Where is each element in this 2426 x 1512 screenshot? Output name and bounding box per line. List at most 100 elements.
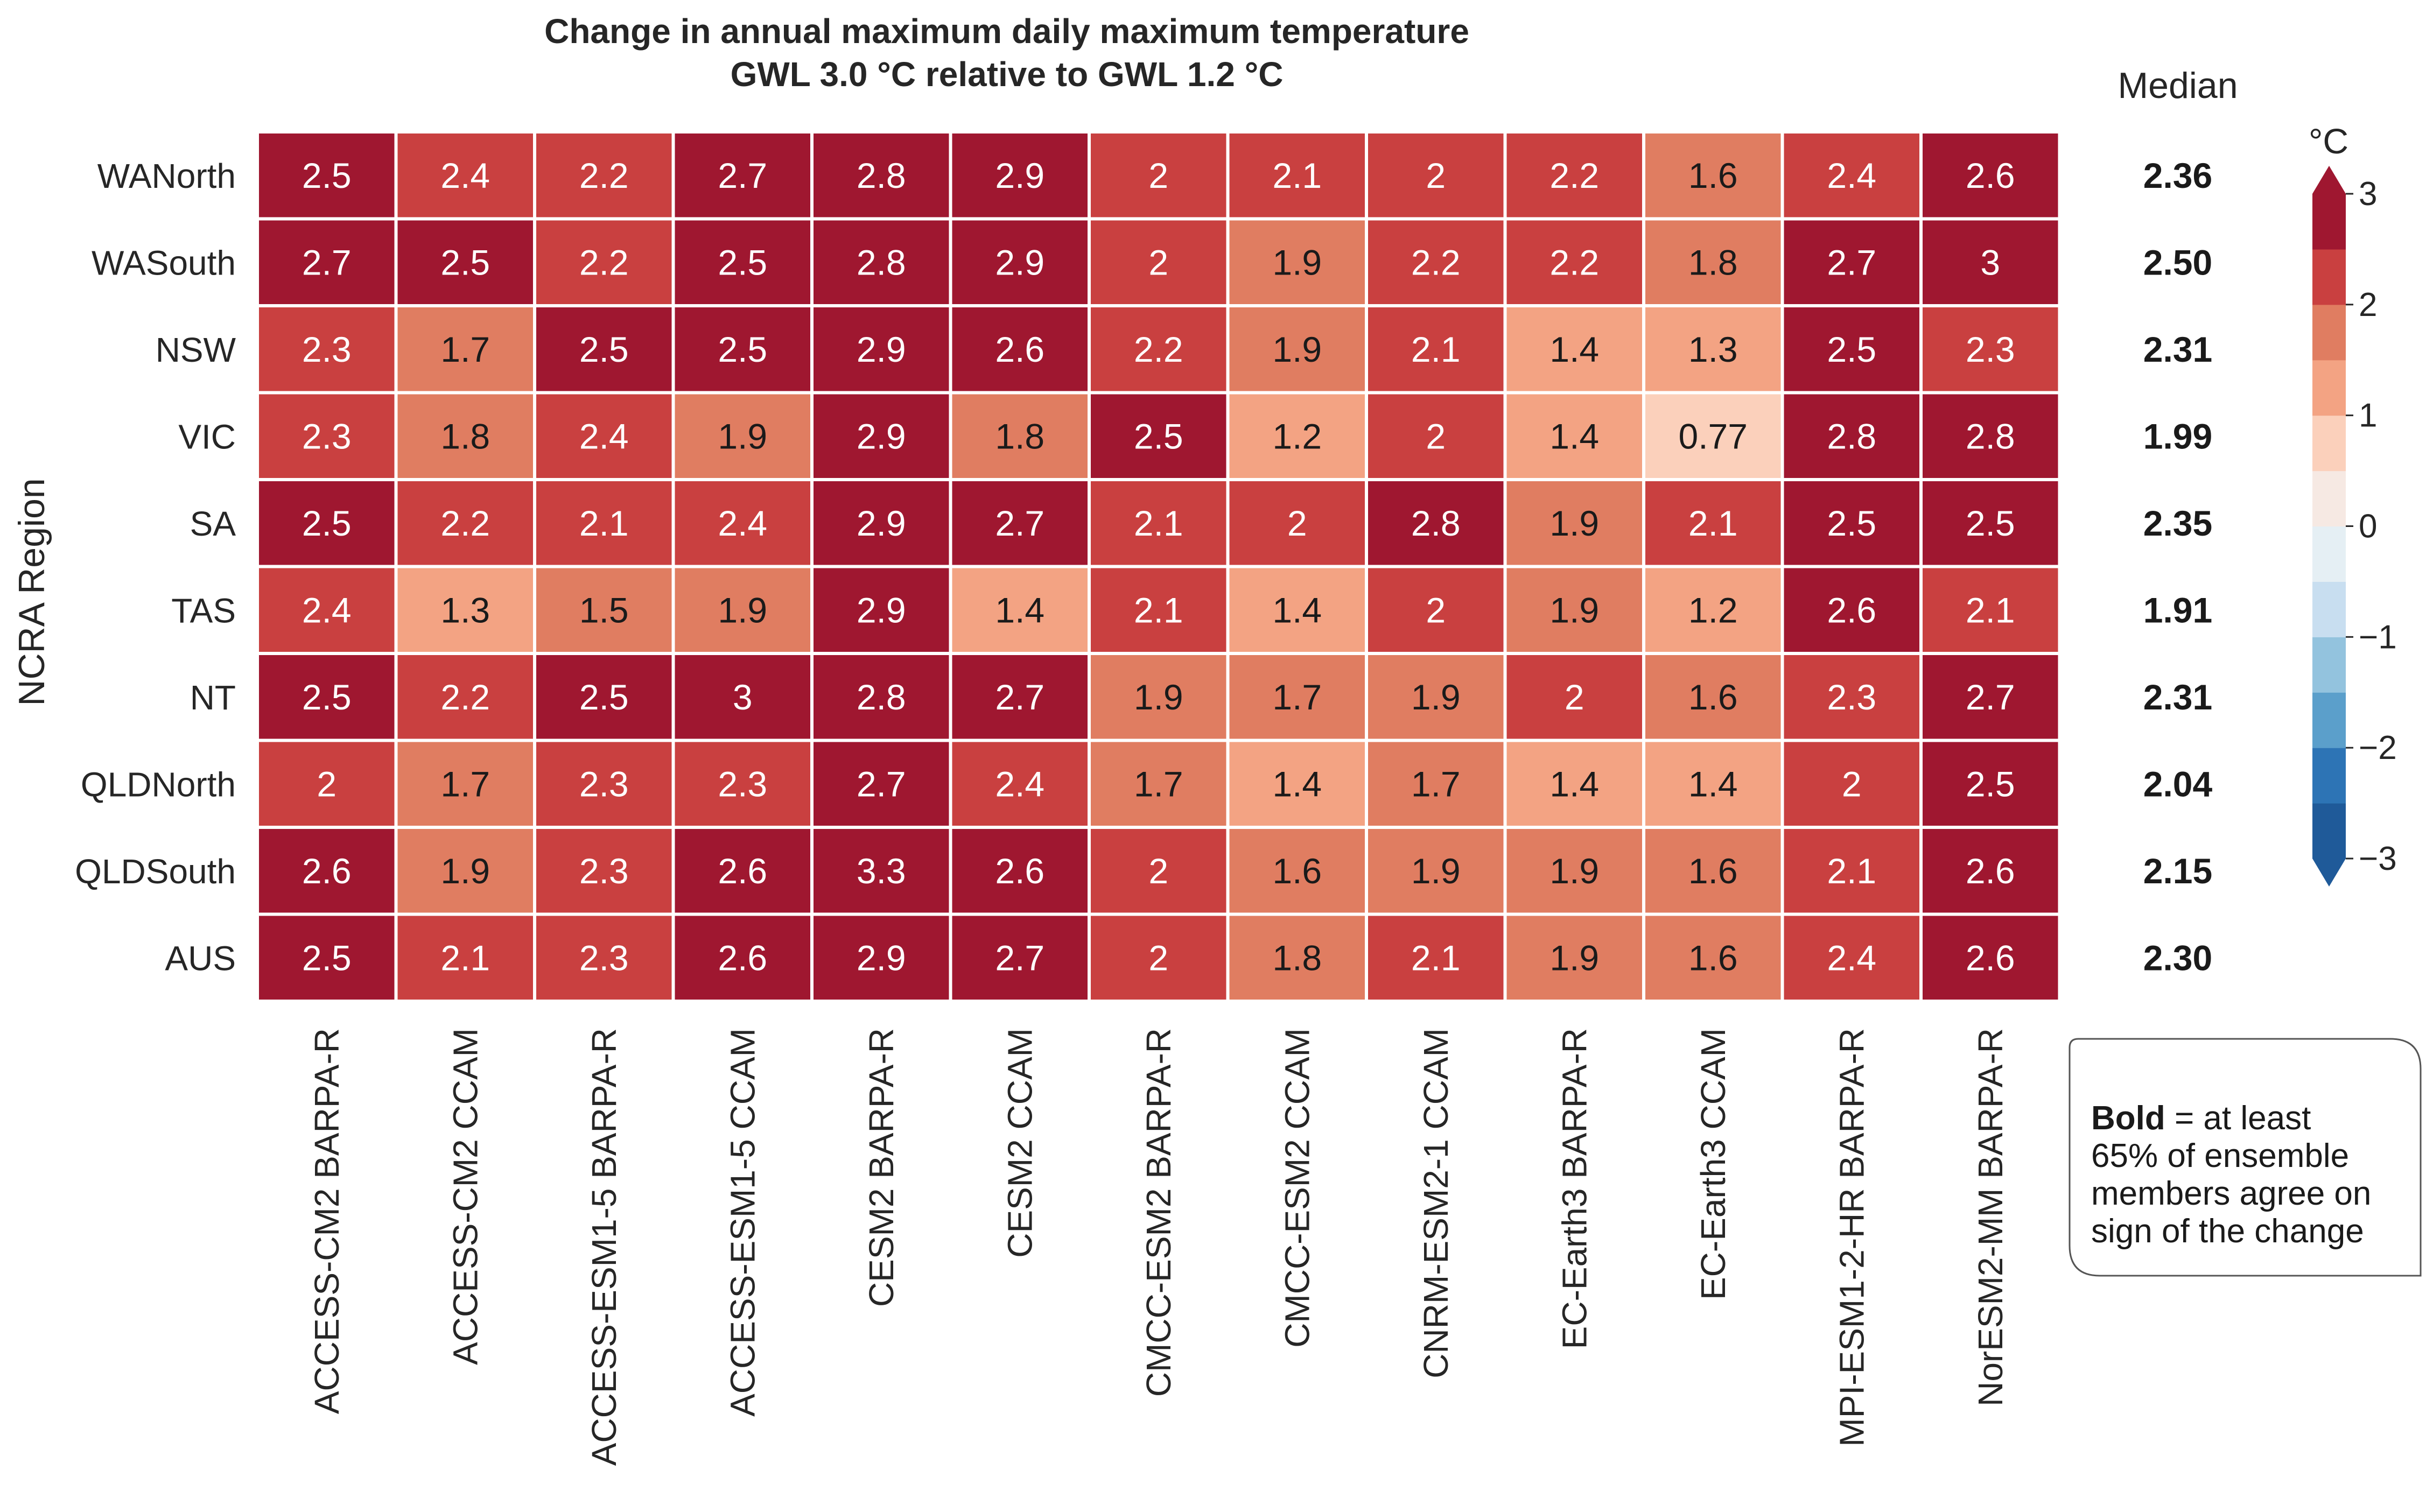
cell-value-label: 1.4 [1272,764,1322,804]
heatmap-cell [1642,739,1784,829]
column-labels: ACCESS-CM2 BARPA-R ACCESS-CM2 CCAM ACCESS-… [307,1028,2010,1466]
heatmap-cell [1503,391,1645,481]
cell-value-label: 3 [1980,242,2000,282]
cell-value-label: 1.9 [1549,503,1599,543]
column-label: ACCESS-CM2 BARPA-R [307,1028,346,1414]
cell-value-label: 2.5 [718,242,767,282]
median-value: 2.30 [2143,938,2212,977]
heatmap-cell [949,217,1091,307]
cell-value-label: 1.9 [1549,938,1599,977]
median-value: 2.36 [2143,156,2212,195]
heatmap-cell [1503,304,1645,395]
cell-value-label: 2.4 [1827,156,1876,195]
heatmap-cell [949,391,1091,481]
cell-value-label: 2.8 [857,677,906,717]
cell-value-label: 1.7 [440,764,490,804]
cell-value-label: 1.9 [718,416,767,456]
heatmap-cell [1919,652,2062,742]
colorbar-bin [2312,526,2346,582]
heatmap-cell [1919,304,2062,395]
heatmap-cell [256,826,398,916]
cell-value-label: 2 [1565,677,1584,717]
cell-value-label: 2 [1426,156,1446,195]
cell-value-label: 2.5 [440,242,490,282]
cell-value-label: 1.4 [1272,590,1322,630]
cell-value-label: 2.6 [718,851,767,891]
heatmap-cell [1642,652,1784,742]
cell-value-label: 2.7 [1827,242,1876,282]
heatmap-cell [1365,565,1507,655]
cell-value-label: 3 [733,677,753,717]
chart-subtitle: GWL 3.0 °C relative to GWL 1.2 °C [731,55,1284,94]
colorbar-extend-min [2312,859,2346,887]
cell-value-label: 2.4 [579,416,629,456]
heatmap-cell [1642,912,1784,1003]
median-value: 1.99 [2143,416,2212,456]
cell-value-label: 2.5 [1827,503,1876,543]
cell-value-label: 1.6 [1688,156,1738,195]
cell-value-label: 2 [1148,156,1168,195]
median-values: 2.36 2.50 2.31 1.99 2.35 1.91 2.31 2.04 2.15 2.30 [2143,156,2213,978]
cell-value-label: 1.6 [1272,851,1322,891]
cell-value-label: 2.7 [995,503,1044,543]
cell-value-label: 2.2 [1134,329,1183,369]
heatmap-cell [1780,391,1923,481]
column-label: EC-Earth3 BARPA-R [1555,1028,1594,1349]
colorbar-extend-max [2312,166,2346,194]
median-value: 2.15 [2143,851,2212,891]
cell-value-label: 1.9 [1411,677,1461,717]
heatmap-cell [256,565,398,655]
cell-value-label: 2.4 [995,764,1044,804]
heatmap-cell [394,912,536,1003]
heatmap-cell [671,739,814,829]
cell-value-label: 1.4 [995,590,1044,630]
cell-value-label: 1.9 [1549,590,1599,630]
heatmap-cell [256,912,398,1003]
heatmap-cell [949,130,1091,221]
cell-value-label: 2.5 [302,677,352,717]
cell-value-label: 2.6 [1827,590,1876,630]
heatmap-cell [671,652,814,742]
cell-value-label: 2.9 [857,503,906,543]
median-value: 2.31 [2143,329,2212,369]
cell-value-label: 1.8 [1272,938,1322,977]
row-label: NSW [156,330,236,369]
cell-value-label: 2.1 [579,503,629,543]
cell-value-label: 1.6 [1688,677,1738,717]
y-axis-label: NCRA Region [11,478,52,706]
cell-value-label: 2 [1287,503,1307,543]
row-label: QLDNorth [81,765,236,804]
cell-value-label: 2.6 [1966,938,2015,977]
cell-value-label: 1.9 [1549,851,1599,891]
note-line-1-rest: = at least [2165,1100,2311,1137]
cell-value-label: 1.7 [1411,764,1461,804]
cell-value-label: 2.4 [1827,938,1876,977]
column-label: NorESM2-MM BARPA-R [1971,1028,2010,1406]
colorbar-tick-label: −1 [2359,618,2397,656]
heatmap-cell [256,652,398,742]
heatmap-cell [394,130,536,221]
cell-value-label: 1.3 [1688,329,1738,369]
cell-value-label: 2.2 [440,677,490,717]
cell-value-label: 2.5 [302,938,352,977]
cell-value-label: 2.8 [1827,416,1876,456]
colorbar-tick-label: −2 [2359,729,2397,766]
heatmap-cell [671,217,814,307]
cell-value-label: 1.9 [1134,677,1183,717]
cell-value-label: 2 [1426,416,1446,456]
cell-value-label: 2.2 [440,503,490,543]
heatmap-cell [1088,217,1230,307]
cell-value-label: 2 [1148,851,1168,891]
heatmap-cell [810,912,952,1003]
heatmap-cell [533,565,675,655]
cell-value-label: 1.4 [1549,416,1599,456]
cell-value-label: 2.6 [718,938,767,977]
heatmap-cell [1226,826,1368,916]
column-label: CESM2 CCAM [1000,1028,1039,1258]
cell-value-label: 2.7 [718,156,767,195]
colorbar-tick-label: 2 [2359,286,2377,324]
cell-value-label: 2 [1148,242,1168,282]
cell-value-label: 1.3 [440,590,490,630]
cell-value-label: 0.77 [1679,416,1748,456]
row-label: AUS [165,939,236,977]
